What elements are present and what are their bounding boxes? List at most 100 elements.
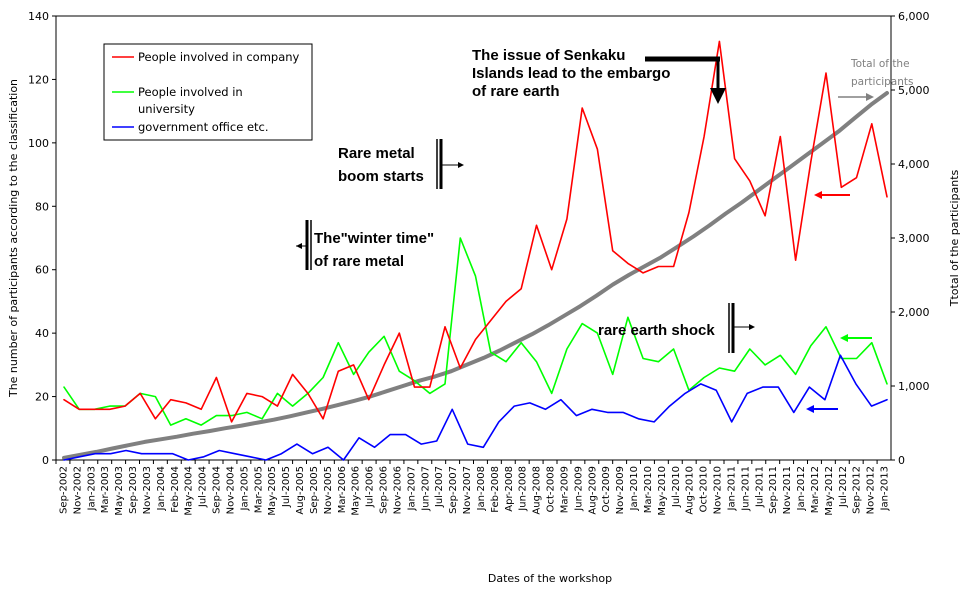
legend-box: [103, 43, 313, 141]
y-right-tick-label: 3,000: [898, 232, 930, 245]
y-right-tick-label: 4,000: [898, 158, 930, 171]
x-tick-label: Nov-2002: [72, 466, 83, 514]
x-tick-label: Apr-2008: [504, 466, 515, 512]
government-pointer-head-icon: [806, 405, 814, 413]
series-pointer-arrows: [806, 191, 872, 413]
x-tick-label: Feb-2004: [170, 466, 181, 513]
x-tick-label: Jan-2012: [796, 466, 807, 511]
y-left-tick-label: 100: [28, 137, 49, 150]
legend-label-government: government office etc.: [138, 120, 269, 134]
y-right-tick-label: 0: [898, 454, 905, 467]
x-tick-label: Nov-2004: [225, 466, 236, 514]
y-left-tick-label: 0: [42, 454, 49, 467]
x-tick-label: Oct-2008: [546, 466, 557, 512]
annotation-winter: The"winter time" of rare metal: [296, 220, 434, 270]
x-tick-label: Jan-2004: [156, 466, 167, 511]
series-line-government-office-etc: [63, 354, 888, 461]
series-line-people-involved-in-university: [63, 237, 888, 426]
x-tick-label: Jul-2007: [434, 466, 445, 508]
shock-arrow-head-icon: [749, 324, 755, 330]
university-pointer-head-icon: [840, 334, 848, 342]
annotation-shock-text: rare earth shock: [598, 322, 715, 339]
y-left-tick-label: 140: [28, 10, 49, 23]
annotation-total: Total of the participants: [838, 58, 913, 101]
legend-label-university-2: university: [138, 102, 195, 116]
annotation-boom: Rare metal boom starts: [338, 139, 464, 189]
x-tick-label: May-2010: [657, 466, 668, 516]
x-tick-label: Sep-2004: [212, 466, 223, 514]
annotation-boom-line2: boom starts: [338, 168, 424, 185]
x-tick-label: Nov-2010: [713, 466, 724, 514]
series-line-total-of-the-participants: [62, 91, 889, 460]
y-left-tick-label: 20: [35, 391, 49, 404]
series-line-people-involved-in-company: [63, 40, 888, 423]
y-left-tick-label: 120: [28, 73, 49, 86]
x-tick-label: May-2012: [824, 466, 835, 516]
annotation-winter-line1: The"winter time": [314, 230, 434, 247]
annotation-winter-line2: of rare metal: [314, 253, 404, 270]
x-tick-label: Oct-2009: [601, 466, 612, 512]
x-tick-label: Aug-2009: [587, 466, 598, 515]
y-right-tick-label: 2,000: [898, 306, 930, 319]
y-left-tick-label: 60: [35, 264, 49, 277]
x-tick-label: Sep-2006: [379, 466, 390, 514]
legend-label-company: People involved in company: [138, 50, 300, 64]
x-tick-label: Nov-2011: [782, 466, 793, 514]
x-tick-label: Mar-2003: [100, 466, 111, 513]
legend: People involved in company People involv…: [103, 43, 313, 141]
x-tick-label: May-2003: [114, 466, 125, 516]
x-tick-label: Nov-2012: [866, 466, 877, 514]
x-tick-label: Jan-2010: [629, 466, 640, 511]
x-tick-label: Sep-2003: [128, 466, 139, 514]
x-axis-title: Dates of the workshop: [488, 572, 612, 585]
winter-arrow-head-icon: [296, 243, 302, 249]
y-left-axis-title: The number of participants according to …: [7, 79, 20, 398]
x-tick-label: Jan-2007: [406, 466, 417, 511]
annotation-senkaku: The issue of Senkaku Islands lead to the…: [472, 47, 726, 104]
x-tick-label: Sep-2002: [58, 466, 69, 514]
annotation-boom-line1: Rare metal: [338, 145, 415, 162]
x-tick-label: Jul-2010: [671, 466, 682, 508]
annotation-shock: rare earth shock: [598, 303, 755, 353]
x-tick-label: Jan-2011: [726, 466, 737, 511]
x-tick-label: May-2006: [351, 466, 362, 516]
x-tick-label: May-2005: [267, 466, 278, 516]
y-right-tick-label: 5,000: [898, 84, 930, 97]
x-tick-label: Mar-2006: [337, 466, 348, 513]
x-tick-label: Jul-2005: [281, 466, 292, 508]
x-tick-label: Jun-2011: [740, 466, 751, 512]
x-tick-label: Jun-2007: [420, 466, 431, 512]
x-tick-label: Nov-2007: [462, 466, 473, 514]
x-tick-label: Nov-2003: [142, 466, 153, 514]
x-tick-label: Nov-2009: [615, 466, 626, 514]
x-tick-label: Sep-2007: [448, 466, 459, 514]
x-tick-label: May-2004: [184, 466, 195, 516]
y-right-ticks: 0 1,000 2,000 3,000 4,000 5,000 6,000: [891, 10, 930, 467]
x-tick-label: Jan-2008: [476, 466, 487, 511]
x-tick-label: Jun-2009: [573, 466, 584, 512]
series-lines: [62, 40, 889, 461]
annotation-senkaku-line2: Islands lead to the embargo: [472, 65, 670, 82]
x-tick-label: Jan-2013: [880, 466, 891, 511]
x-tick-label: Feb-2008: [490, 466, 501, 513]
total-arrow-head-icon: [866, 93, 874, 101]
x-tick-label: Jul-2006: [365, 466, 376, 508]
y-right-tick-label: 1,000: [898, 380, 930, 393]
x-tick-label: Mar-2012: [810, 466, 821, 513]
boom-arrow-head-icon: [458, 162, 464, 168]
x-tick-label: Sep-2005: [309, 466, 320, 514]
x-tick-label: Sep-2012: [852, 466, 863, 514]
x-tick-label: Mar-2005: [253, 466, 264, 513]
senkaku-arrow-head-icon: [710, 88, 726, 104]
annotation-total-line2: participants: [851, 76, 913, 88]
y-left-ticks: 0 20 40 60 80 100 120 140: [28, 10, 56, 467]
x-tick-label: Jan-2005: [239, 466, 250, 511]
annotation-senkaku-line3: of rare earth: [472, 83, 560, 100]
company-pointer-head-icon: [814, 191, 822, 199]
annotation-total-line1: Total of the: [850, 58, 910, 70]
x-tick-label: Jul-2012: [838, 466, 849, 508]
x-tick-label: Jun-2008: [518, 466, 529, 512]
x-tick-label: Nov-2006: [392, 466, 403, 514]
x-tick-label: Aug-2010: [685, 466, 696, 515]
